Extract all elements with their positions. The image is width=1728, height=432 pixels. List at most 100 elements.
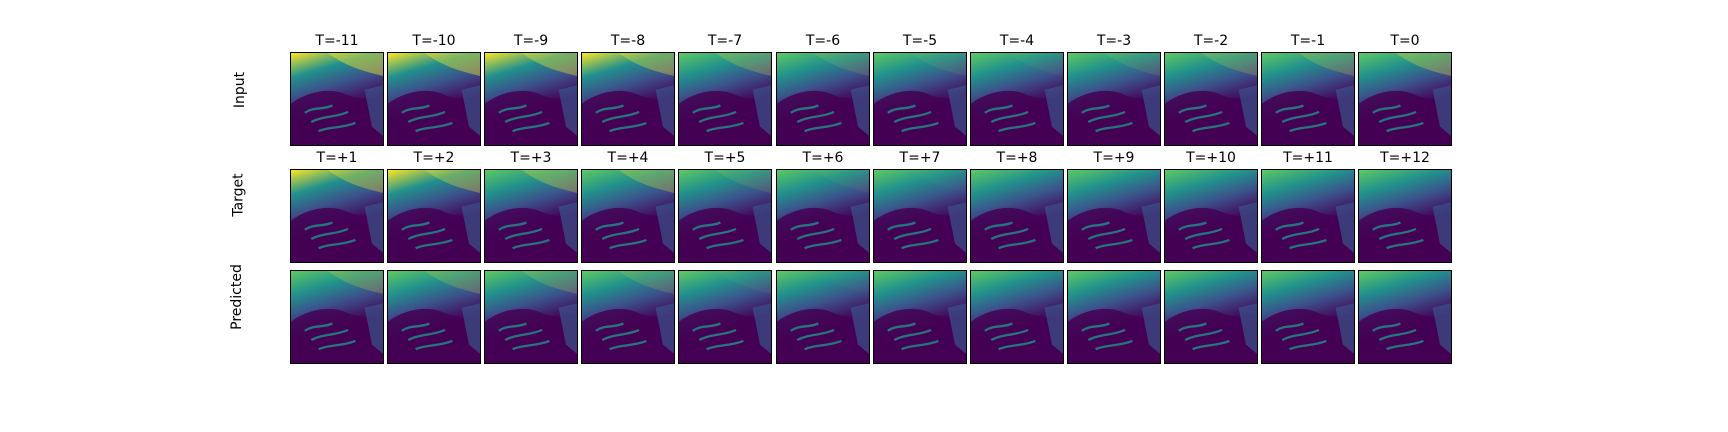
ridge-streak [1184,110,1223,124]
ridge-streak [1386,238,1424,250]
heatmap-panel-target [1164,169,1258,263]
light-wedge [1238,303,1257,354]
ridge-streak [692,104,721,114]
ridge-streak [401,104,430,114]
heatmap-panel-target [581,169,675,263]
dark-region [291,90,383,145]
ridge-streak [1386,339,1424,351]
ridge-streak [1275,322,1304,332]
light-wedge [558,202,577,253]
heatmap-panel-input [387,52,481,146]
dark-region [1165,308,1257,363]
ridge-streak [893,227,932,241]
ridge-streak [498,221,527,231]
ridge-streak [901,121,939,133]
dark-region [1068,308,1160,363]
heatmap-panel-input [1164,52,1258,146]
heatmap-panel-target [1067,169,1161,263]
light-wedge [1141,303,1160,354]
ridge-streak [901,238,939,250]
ridge-streak [796,110,835,124]
bright-band [715,170,771,193]
light-wedge [364,202,383,253]
ridge-streak [1178,221,1207,231]
light-wedge [1335,303,1354,354]
dark-region [485,207,577,262]
ridge-streak [401,221,430,231]
heatmap-panel-input [484,52,578,146]
ridge-streak [804,121,842,133]
dark-region [1359,90,1451,145]
ridge-streak [1081,104,1110,114]
ridge-streak [1081,322,1110,332]
row-label-input: Input [232,71,249,109]
ridge-streak [1378,110,1417,124]
ridge-streak [1378,328,1417,342]
ridge-streak [504,110,543,124]
bright-band [715,53,771,76]
bright-band [618,271,674,294]
dark-region [1068,90,1160,145]
ridge-streak [609,238,647,250]
ridge-streak [804,339,842,351]
panel-title: T=+7 [899,150,941,166]
light-wedge [461,85,480,136]
dark-region [485,90,577,145]
heatmap-panel-predicted [1067,270,1161,364]
ridge-streak [304,322,333,332]
heatmap-panel-target [776,169,870,263]
ridge-streak [790,104,819,114]
heatmap-panel-predicted [581,270,675,364]
ridge-streak [998,121,1036,133]
dark-region [1262,308,1354,363]
ridge-streak [706,339,744,351]
dark-region [777,207,869,262]
ridge-streak [998,238,1036,250]
light-wedge [1141,202,1160,253]
panel-title: T=-7 [707,33,743,49]
bright-band [521,53,577,76]
heatmap-panel-input [776,52,870,146]
heatmap-panel-predicted [1261,270,1355,364]
ridge-streak [1184,328,1223,342]
dark-region [582,207,674,262]
ridge-streak [901,339,939,351]
ridge-streak [401,322,430,332]
bright-band [424,271,480,294]
ridge-streak [1281,328,1320,342]
panel-title: T=-8 [610,33,646,49]
ridge-streak [1184,227,1223,241]
ridge-streak [512,339,550,351]
heatmap-panel-target [873,169,967,263]
bright-band [618,53,674,76]
panel-title: T=-9 [513,33,549,49]
ridge-streak [407,110,446,124]
light-wedge [364,303,383,354]
light-wedge [947,85,966,136]
dark-region [874,207,966,262]
ridge-streak [998,339,1036,351]
dark-region [1359,207,1451,262]
ridge-streak [595,221,624,231]
dark-region [1262,207,1354,262]
ridge-streak [698,110,737,124]
panel-title: T=+9 [1093,150,1135,166]
bright-band [327,170,383,193]
light-wedge [947,303,966,354]
ridge-streak [601,110,640,124]
ridge-streak [1386,121,1424,133]
light-wedge [752,85,771,136]
dark-region [1068,207,1160,262]
ridge-streak [1095,339,1133,351]
light-wedge [1141,85,1160,136]
ridge-streak [893,328,932,342]
panel-title: T=-4 [999,33,1035,49]
dark-region [777,90,869,145]
ridge-streak [415,238,453,250]
heatmap-panel-target [678,169,772,263]
panel-title: T=+8 [996,150,1038,166]
ridge-streak [1378,227,1417,241]
bright-band [910,53,966,76]
ridge-streak [415,121,453,133]
